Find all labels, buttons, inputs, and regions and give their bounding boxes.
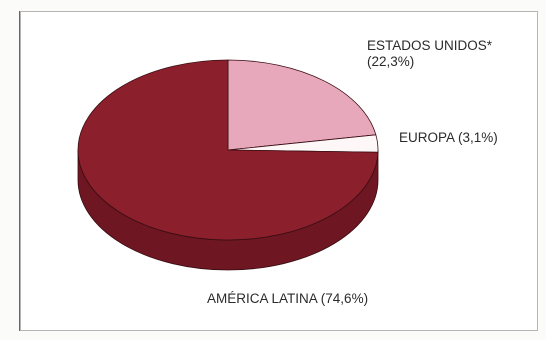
label-europa-name: EUROPA (399, 130, 455, 145)
pie-slice-2 (77, 59, 379, 241)
label-europa: EUROPA (3,1%) (399, 130, 498, 145)
value-america-latina: (74,6%) (321, 291, 368, 306)
label-america-latina: AMÉRICA LATINA (74,6%) (207, 291, 368, 306)
pie-top (77, 59, 379, 241)
label-america-latina-name: AMÉRICA LATINA (207, 291, 318, 306)
value-estados-unidos: (22,3%) (367, 54, 414, 69)
pie-slice-0 (227, 59, 377, 151)
label-estados-unidos: ESTADOS UNIDOS* (367, 38, 493, 53)
value-europa: (3,1%) (458, 130, 498, 145)
